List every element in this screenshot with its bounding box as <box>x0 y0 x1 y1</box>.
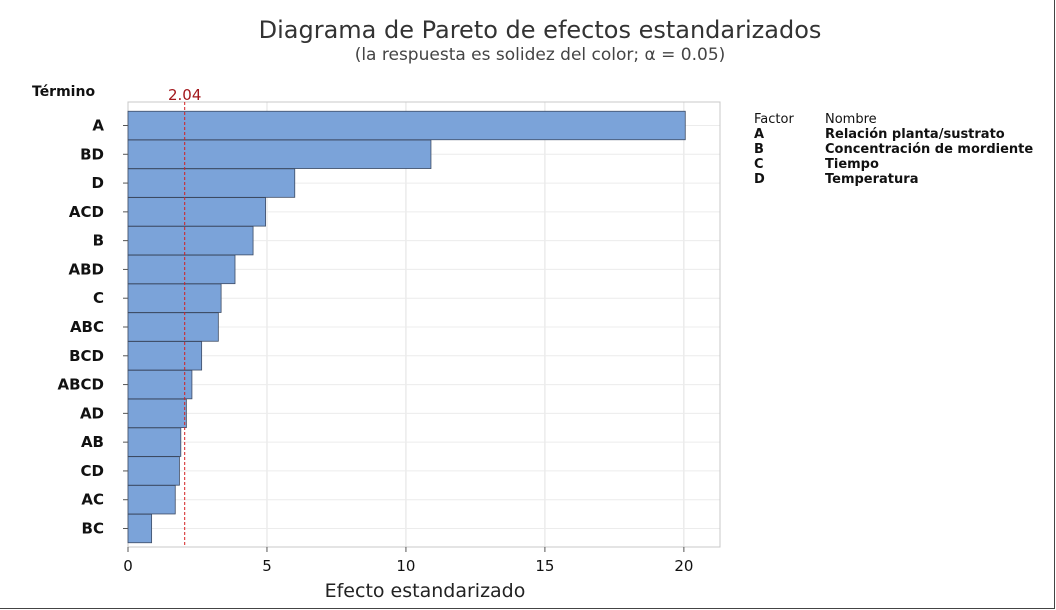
bar-AD <box>127 398 187 429</box>
bar-D <box>127 168 296 198</box>
legend-header-name: Nombre <box>825 112 877 127</box>
x-tick-label: 20 <box>674 557 693 575</box>
x-axis-title: Efecto estandarizado <box>325 580 526 602</box>
bar-BCD <box>127 341 203 371</box>
bar-AB <box>127 427 182 457</box>
chart-title: Diagrama de Pareto de efectos estandariz… <box>259 16 822 44</box>
bars-group <box>127 110 686 544</box>
legend-name-d: Temperatura <box>825 172 918 187</box>
x-tick-label: 10 <box>396 557 415 575</box>
y-tick-label-D: D <box>92 174 104 192</box>
y-tick-label-A: A <box>92 117 104 135</box>
y-tick-label-BD: BD <box>80 145 104 163</box>
legend-name-a: Relación planta/sustrato <box>825 127 1005 142</box>
legend-factor-c: C <box>754 157 764 172</box>
legend-header-factor: Factor <box>754 112 794 127</box>
y-tick-label-B: B <box>93 232 104 250</box>
bar-CD <box>127 456 180 486</box>
y-tick-label-CD: CD <box>81 462 104 480</box>
x-tick-labels: 0 5 10 15 20 <box>123 547 693 575</box>
chart-subtitle: (la respuesta es solidez del color; α = … <box>355 45 726 65</box>
y-tick-label-ABC: ABC <box>70 318 104 336</box>
legend-factor-a: A <box>754 127 764 142</box>
y-tick-label-ACD: ACD <box>69 203 104 221</box>
y-tick-label-BCD: BCD <box>69 347 104 365</box>
bar-A <box>127 110 686 141</box>
legend-factor-b: B <box>754 142 764 157</box>
x-tick-label: 15 <box>535 557 554 575</box>
bar-ACD <box>127 197 266 227</box>
y-tick-label-AB: AB <box>81 433 104 451</box>
y-tick-label-AC: AC <box>81 491 104 509</box>
y-tick-label-ABD: ABD <box>69 260 105 278</box>
bar-ABCD <box>127 369 193 400</box>
bar-B <box>127 225 254 256</box>
reference-line-label: 2.04 <box>168 86 201 104</box>
bar-BD <box>127 139 432 169</box>
y-tick-label-AD: AD <box>80 404 104 422</box>
y-axis-title: Término <box>32 84 95 100</box>
y-tick-label-C: C <box>93 289 104 307</box>
bar-AC <box>127 485 176 515</box>
legend-name-b: Concentración de mordiente <box>825 142 1033 157</box>
bar-BC <box>127 513 153 544</box>
x-tick-label: 5 <box>262 557 272 575</box>
x-tick-label: 0 <box>123 557 133 575</box>
bar-ABC <box>127 312 219 342</box>
bar-ABD <box>127 254 236 285</box>
y-tick-label-ABCD: ABCD <box>57 376 104 394</box>
legend-name-c: Tiempo <box>825 157 879 172</box>
legend-factor-d: D <box>754 172 765 187</box>
factor-legend: Factor Nombre A Relación planta/sustrato… <box>754 112 1033 187</box>
bar-C <box>127 283 222 313</box>
y-tick-label-BC: BC <box>82 520 104 538</box>
